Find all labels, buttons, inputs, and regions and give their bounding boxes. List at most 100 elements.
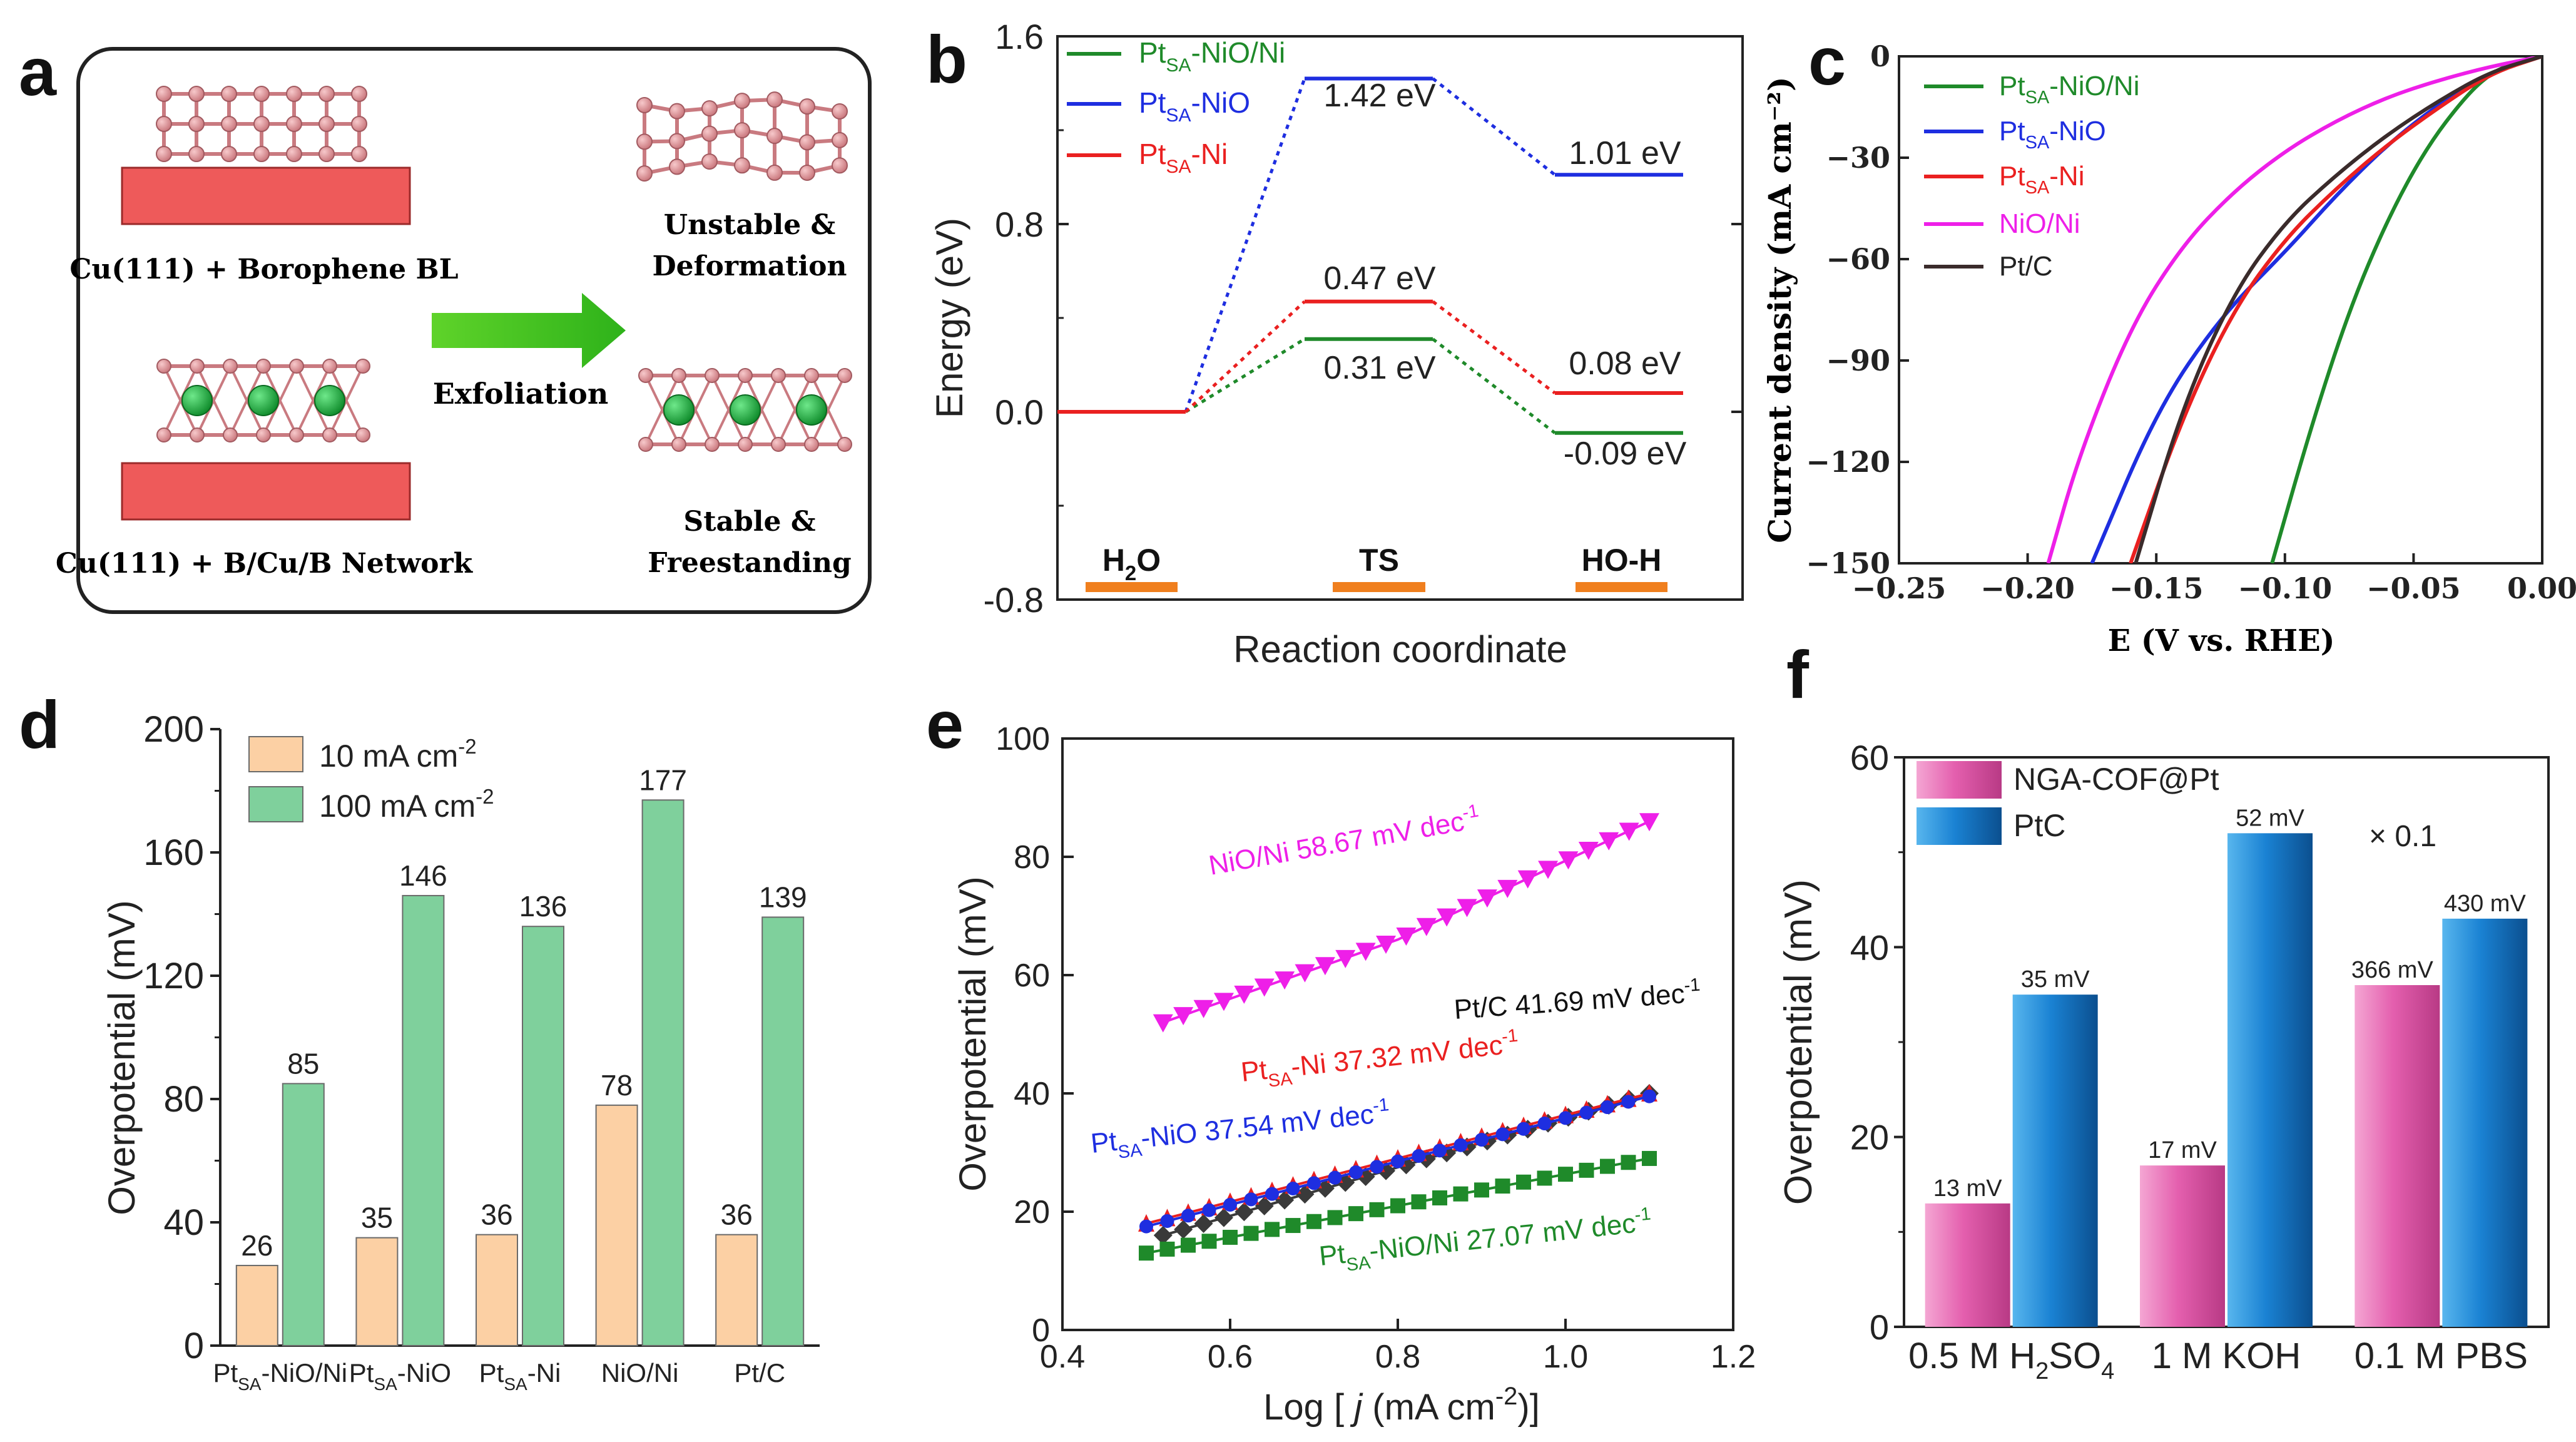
panel-e-series-label-1: Pt/C 41.69 mV dec-1 bbox=[1453, 975, 1702, 1025]
panel-d-bar-0-0 bbox=[235, 1264, 278, 1346]
boron-atom bbox=[351, 86, 367, 102]
panel-f-bar-1-1 bbox=[2227, 833, 2313, 1327]
boron-atom bbox=[289, 427, 304, 442]
panel-b-stage-marker bbox=[1333, 582, 1425, 592]
panel-c-series bbox=[2046, 56, 2542, 563]
marker-square bbox=[1159, 1241, 1175, 1257]
panel-d-ytick-label: 40 bbox=[163, 1202, 204, 1243]
panel-c-axes: −0.25 −0.20 −0.15 −0.10 −0.05 0.00 0 −30 −60 −90 −… bbox=[1806, 39, 2576, 605]
marker-circle bbox=[1642, 1089, 1656, 1103]
boron-atom bbox=[799, 98, 815, 115]
boron-atom bbox=[734, 93, 750, 110]
panel-f-bars: 13 mV 35 mV 17 mV 52 mV 366 mV 430 mV bbox=[1925, 805, 2528, 1327]
marker-square bbox=[1348, 1206, 1363, 1222]
boron-atom bbox=[832, 157, 848, 174]
panel-d-category-label: NiO/Ni bbox=[601, 1358, 679, 1388]
panel-label-e: e bbox=[926, 687, 964, 762]
panel-b-xlabel: Reaction coordinate bbox=[1233, 628, 1567, 670]
panel-c-legend: PtSA-NiO/Ni PtSA-NiO PtSA-Ni NiO/Ni Pt/C bbox=[1924, 71, 2139, 282]
panel-d-legend-label: 100 mA cm-2 bbox=[319, 785, 494, 824]
marker-square bbox=[1223, 1229, 1238, 1245]
panel-e-xtick-label: 0.8 bbox=[1375, 1339, 1420, 1375]
caption-b-cu-b-network: Cu(111) + B/Cu/B Network bbox=[56, 548, 474, 580]
boron-atom bbox=[636, 133, 653, 150]
marker-triangle-down bbox=[1599, 832, 1619, 851]
boron-atom bbox=[837, 437, 852, 452]
panel-b-connector-1-0 bbox=[1184, 78, 1306, 412]
boron-atom bbox=[636, 165, 653, 182]
panel-d-category-label: Pt/C bbox=[734, 1358, 785, 1388]
panel-d-bar-label: 177 bbox=[639, 764, 687, 796]
marker-circle bbox=[1328, 1170, 1342, 1185]
marker-circle bbox=[1601, 1100, 1614, 1115]
panel-e-ylabel: Overpotential (mV) bbox=[952, 876, 994, 1192]
marker-square bbox=[1181, 1237, 1196, 1253]
boron-atom bbox=[188, 116, 205, 132]
panel-c-curve-2 bbox=[2129, 56, 2542, 563]
boron-atom bbox=[738, 437, 753, 452]
panel-f-bar-label: 13 mV bbox=[1933, 1175, 2002, 1202]
marker-triangle-down bbox=[1619, 822, 1639, 841]
panel-c-xtick-label: −0.20 bbox=[1980, 571, 2075, 605]
panel-b-legend-label: PtSA-NiO/Ni bbox=[1139, 36, 1285, 76]
panel-c-legend-label: Pt/C bbox=[1999, 251, 2053, 282]
panel-e-tafel: 0.4 0.6 0.8 1.0 1.2 0 20 40 60 80 100 NiO/Ni 58.67… bbox=[952, 721, 1756, 1428]
panel-c-curve-1 bbox=[2090, 56, 2542, 563]
boron-atom bbox=[253, 146, 270, 162]
marker-triangle-down bbox=[1517, 870, 1538, 889]
marker-circle bbox=[1495, 1127, 1510, 1142]
boron-atom bbox=[638, 437, 653, 452]
marker-square bbox=[1139, 1245, 1154, 1261]
boron-atom bbox=[318, 116, 335, 132]
panel-d-bar-1-2 bbox=[522, 926, 564, 1346]
marker-circle bbox=[1453, 1138, 1468, 1152]
panel-d-ylabel: Overpotential (mV) bbox=[101, 900, 143, 1215]
b-cu-b-network-bottom-right bbox=[638, 368, 852, 452]
panel-f-ylabel: Overpotential (mV) bbox=[1777, 879, 1820, 1205]
panel-f-legend-label: NGA-COF@Pt bbox=[2013, 762, 2219, 797]
marker-square bbox=[1474, 1182, 1489, 1198]
marker-diamond bbox=[1275, 1190, 1295, 1210]
panel-c-ylabel: Current density (mA cm⁻²) bbox=[1761, 76, 1798, 543]
panel-c-ytick-label: −150 bbox=[1806, 546, 1890, 580]
boron-atom bbox=[734, 157, 750, 174]
marker-square bbox=[1201, 1234, 1217, 1249]
boron-bond bbox=[644, 375, 680, 445]
panel-b-stage-label: TS bbox=[1359, 543, 1399, 578]
marker-square bbox=[1642, 1150, 1657, 1166]
boron-atom bbox=[156, 86, 172, 102]
boron-atom bbox=[636, 97, 653, 113]
boron-atom bbox=[799, 164, 815, 181]
panel-b-connector-1-1 bbox=[1432, 77, 1556, 176]
panel-b-ytick-label: 0.8 bbox=[995, 205, 1044, 244]
boron-atom bbox=[766, 91, 783, 108]
panel-e-ytick-label: 80 bbox=[1014, 839, 1050, 876]
panel-d-legend-swatch bbox=[248, 736, 303, 772]
marker-square bbox=[1558, 1167, 1573, 1182]
boron-bond bbox=[678, 375, 713, 445]
panel-b-connector-0-0 bbox=[1184, 337, 1306, 414]
panel-f-legend-swatch bbox=[1917, 761, 2002, 799]
panel-d-bar-0-3 bbox=[595, 1104, 638, 1346]
panel-f-bar-0-2 bbox=[2355, 985, 2440, 1327]
panel-c-curve-4 bbox=[2134, 56, 2542, 563]
boron-atom bbox=[256, 359, 271, 374]
marker-circle bbox=[1349, 1165, 1363, 1179]
marker-square bbox=[1621, 1155, 1636, 1170]
panel-f-scale-note: × 0.1 bbox=[2369, 820, 2436, 853]
panel-b-energy-diagram: -0.8 0.0 0.8 1.6 H2O TS HO-H 0.31 eV -0.09 eV 1.… bbox=[929, 17, 1744, 670]
boron-atom bbox=[705, 368, 720, 383]
panel-e-ytick-label: 0 bbox=[1032, 1312, 1050, 1349]
panel-b-ytick-label: -0.8 bbox=[984, 580, 1044, 620]
boron-atom bbox=[221, 86, 237, 102]
copper-atom bbox=[663, 394, 695, 426]
marker-circle bbox=[1433, 1143, 1447, 1158]
panel-c-ytick-label: −60 bbox=[1826, 242, 1890, 276]
boron-atom bbox=[156, 427, 171, 442]
copper-atom bbox=[796, 394, 827, 426]
borophene-deformed-top-right bbox=[636, 91, 848, 182]
cu-slab-bottom bbox=[121, 462, 411, 521]
panel-c-xtick-label: −0.15 bbox=[2109, 571, 2204, 605]
caption-stable: Stable & bbox=[683, 506, 815, 538]
marker-square bbox=[1432, 1190, 1447, 1205]
